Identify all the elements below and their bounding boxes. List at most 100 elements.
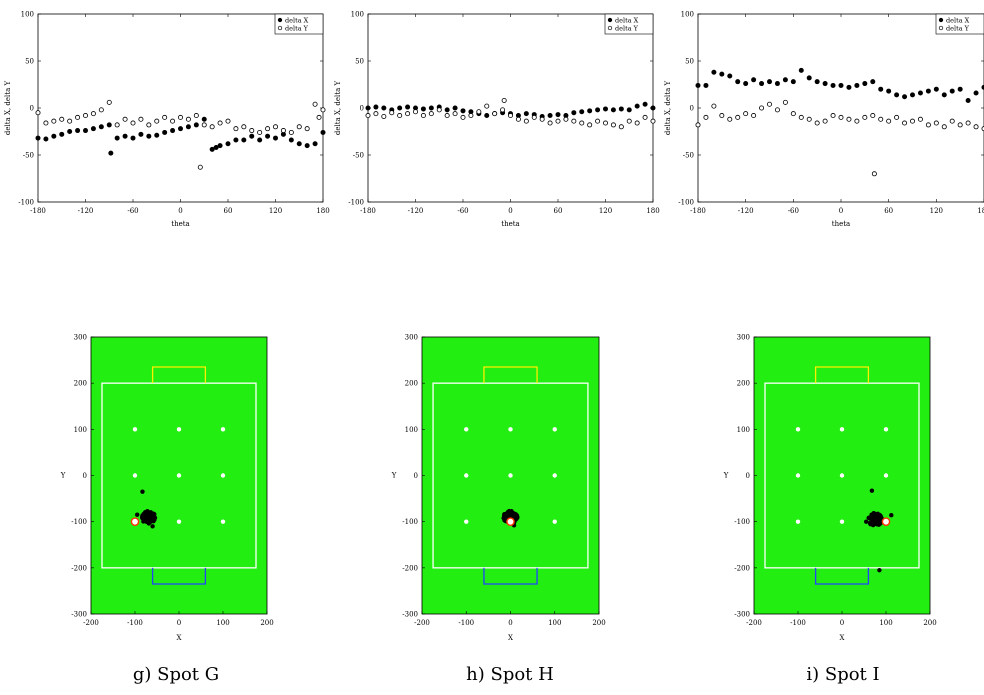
delta-y-point: [830, 113, 836, 119]
delta-x-point: [130, 135, 136, 141]
delta-x-point: [444, 107, 450, 113]
x-tick-label: -60: [788, 207, 799, 215]
legend-label: delta X: [285, 16, 309, 24]
x-tick-label: -180: [690, 207, 706, 215]
field-boundary: [432, 382, 589, 569]
delta-y-point: [917, 116, 923, 122]
legend-box: [935, 13, 984, 35]
delta-y-point: [162, 114, 168, 120]
delta-x-point: [579, 109, 585, 115]
delta-y-point: [555, 118, 561, 124]
goal-top: [151, 366, 207, 384]
delta-plot-2: -180 -120 -60 0 60 120 180 -100 -50 0 50 100 theta de…: [334, 11, 660, 229]
delta-x-point: [941, 92, 947, 98]
y-tick-label: -50: [353, 152, 364, 160]
delta-y-point: [373, 111, 379, 117]
delta-y-point: [790, 111, 796, 117]
estimate-point: [869, 488, 875, 493]
delta-y-point: [397, 113, 403, 119]
delta-y-point: [265, 126, 271, 132]
delta-x-point: [973, 90, 979, 96]
y-tick-label: 50: [25, 58, 34, 66]
x-axis-label: X: [840, 634, 845, 642]
delta-x-point: [838, 82, 844, 88]
delta-x-point: [814, 79, 820, 85]
delta-y-point: [436, 107, 442, 113]
delta-y-point: [878, 116, 884, 122]
x-tick-label: 180: [977, 207, 984, 215]
delta-y-point: [500, 107, 506, 113]
y-axis-label: delta X, delta Y: [4, 81, 12, 136]
marker-spot: [220, 427, 226, 432]
delta-y-point: [703, 114, 709, 120]
caption-h: h) Spot H: [466, 664, 554, 685]
y-tick-label: 100: [351, 11, 364, 19]
delta-y-point: [650, 118, 656, 124]
delta-y-point: [280, 128, 286, 134]
delta-x-point: [933, 86, 939, 92]
delta-x-point: [854, 82, 860, 88]
y-tick-label: -100: [348, 199, 364, 207]
delta-y-point: [507, 113, 513, 119]
legend-label: delta X: [615, 16, 639, 24]
y-tick-label: -100: [71, 518, 87, 526]
delta-y-point: [452, 111, 458, 117]
delta-y-point: [782, 99, 788, 105]
estimate-point: [889, 513, 894, 518]
delta-y-point: [949, 118, 955, 124]
legend-marker: [607, 17, 613, 23]
delta-x-point: [233, 137, 239, 143]
delta-y-point: [571, 118, 577, 124]
marker-spot: [883, 427, 889, 432]
y-tick-label: 0: [746, 472, 750, 480]
x-tick-label: -120: [78, 207, 94, 215]
delta-x-point: [595, 107, 601, 113]
delta-x-point: [523, 111, 529, 117]
delta-x-point: [603, 106, 609, 112]
x-tick-label: -200: [414, 619, 430, 627]
delta-y-point: [428, 111, 434, 117]
delta-y-point: [854, 118, 860, 124]
x-tick-label: -200: [746, 619, 762, 627]
delta-y-point: [296, 124, 302, 130]
delta-y-point: [67, 118, 73, 124]
marker-spot: [176, 473, 182, 478]
delta-x-point: [822, 81, 828, 87]
marker-spot: [132, 427, 138, 432]
delta-y-point: [209, 124, 215, 130]
delta-y-point: [870, 113, 876, 119]
delta-y-point: [719, 113, 725, 119]
estimate-point: [866, 515, 871, 521]
delta-x-point: [405, 104, 411, 110]
marker-spot: [552, 427, 557, 432]
delta-x-point: [460, 108, 466, 114]
x-tick-label: -180: [360, 207, 376, 215]
x-tick-label: -60: [457, 207, 468, 215]
delta-y-point: [122, 116, 128, 122]
delta-y-point: [476, 109, 482, 115]
delta-x-point: [925, 88, 931, 94]
delta-x-point: [695, 82, 701, 88]
delta-x-point: [634, 103, 640, 109]
x-tick-label: -100: [127, 619, 143, 627]
x-axis-label: theta: [501, 220, 519, 228]
delta-x-point: [862, 81, 868, 87]
delta-y-point: [225, 118, 231, 124]
delta-x-point: [571, 110, 577, 116]
y-tick-label: -200: [402, 564, 418, 572]
delta-x-point: [759, 81, 765, 87]
marker-spot: [508, 473, 513, 478]
estimate-point: [875, 514, 881, 520]
x-tick-label: -100: [458, 619, 474, 627]
delta-y-point: [774, 107, 780, 113]
delta-x-point: [917, 90, 923, 96]
delta-x-point: [743, 81, 749, 87]
x-tick-label: 180: [316, 207, 329, 215]
delta-y-point: [146, 122, 152, 128]
delta-x-point: [67, 128, 73, 134]
x-tick-label: 120: [269, 207, 282, 215]
marker-spot: [176, 427, 182, 432]
